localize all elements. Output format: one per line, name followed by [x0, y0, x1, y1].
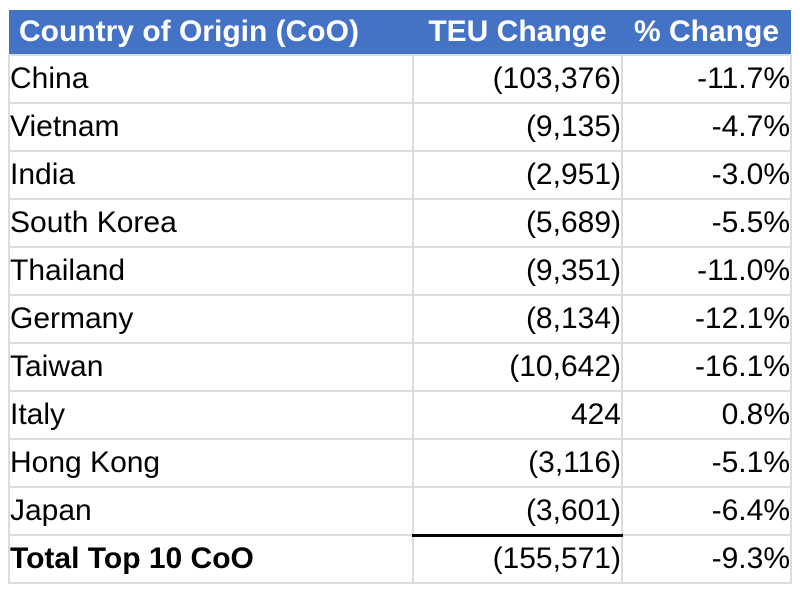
header-cell-pct-change: % Change [633, 15, 780, 48]
cell-pct-change: -5.5% [621, 198, 792, 248]
cell-country: Taiwan [8, 342, 414, 392]
header-cell-country: Country of Origin (CoO) [19, 15, 359, 48]
cell-teu-change: (3,601) [412, 486, 623, 536]
cell-teu-change: (8,134) [412, 294, 623, 344]
cell-pct-change: -6.4% [621, 486, 792, 536]
table-row: Japan (3,601) -6.4% [8, 486, 792, 536]
cell-teu-change: (3,116) [412, 438, 623, 488]
cell-country: South Korea [8, 198, 414, 248]
cell-country: Italy [8, 390, 414, 440]
cell-teu-change: (9,135) [412, 102, 623, 152]
cell-country: India [8, 150, 414, 200]
cell-pct-change: -16.1% [621, 342, 792, 392]
cell-country: China [8, 54, 414, 104]
table-row: Taiwan (10,642) -16.1% [8, 342, 792, 392]
cell-country: Germany [8, 294, 414, 344]
total-pct-change: -9.3% [621, 534, 792, 584]
header-cell-teu-change: TEU Change [428, 15, 607, 48]
table-row: Hong Kong (3,116) -5.1% [8, 438, 792, 488]
cell-pct-change: 0.8% [621, 390, 792, 440]
table-row: Vietnam (9,135) -4.7% [8, 102, 792, 152]
cell-country: Hong Kong [8, 438, 414, 488]
cell-pct-change: -5.1% [621, 438, 792, 488]
table-row: India (2,951) -3.0% [8, 150, 792, 200]
cell-teu-change: (5,689) [412, 198, 623, 248]
table-row: China (103,376) -11.7% [8, 54, 792, 104]
table-row: South Korea (5,689) -5.5% [8, 198, 792, 248]
table-header-row: Country of Origin (CoO) TEU Change % Cha… [9, 10, 791, 55]
cell-teu-change: (9,351) [412, 246, 623, 296]
table-row: Thailand (9,351) -11.0% [8, 246, 792, 296]
cell-teu-change: (10,642) [412, 342, 623, 392]
total-label: Total Top 10 CoO [8, 534, 414, 584]
cell-pct-change: -4.7% [621, 102, 792, 152]
cell-teu-change: (103,376) [412, 54, 623, 104]
coo-change-table: Country of Origin (CoO) TEU Change % Cha… [8, 10, 792, 584]
table-total-row: Total Top 10 CoO (155,571) -9.3% [8, 533, 792, 584]
cell-pct-change: -11.7% [621, 54, 792, 104]
coo-change-table-container: Country of Origin (CoO) TEU Change % Cha… [8, 10, 792, 584]
total-teu-change: (155,571) [412, 533, 623, 584]
cell-country: Thailand [8, 246, 414, 296]
cell-teu-change: 424 [412, 390, 623, 440]
table-row: Germany (8,134) -12.1% [8, 294, 792, 344]
cell-country: Vietnam [8, 102, 414, 152]
cell-teu-change: (2,951) [412, 150, 623, 200]
cell-pct-change: -12.1% [621, 294, 792, 344]
table-row: Italy 424 0.8% [8, 390, 792, 440]
cell-pct-change: -11.0% [621, 246, 792, 296]
cell-country: Japan [8, 486, 414, 536]
cell-pct-change: -3.0% [621, 150, 792, 200]
